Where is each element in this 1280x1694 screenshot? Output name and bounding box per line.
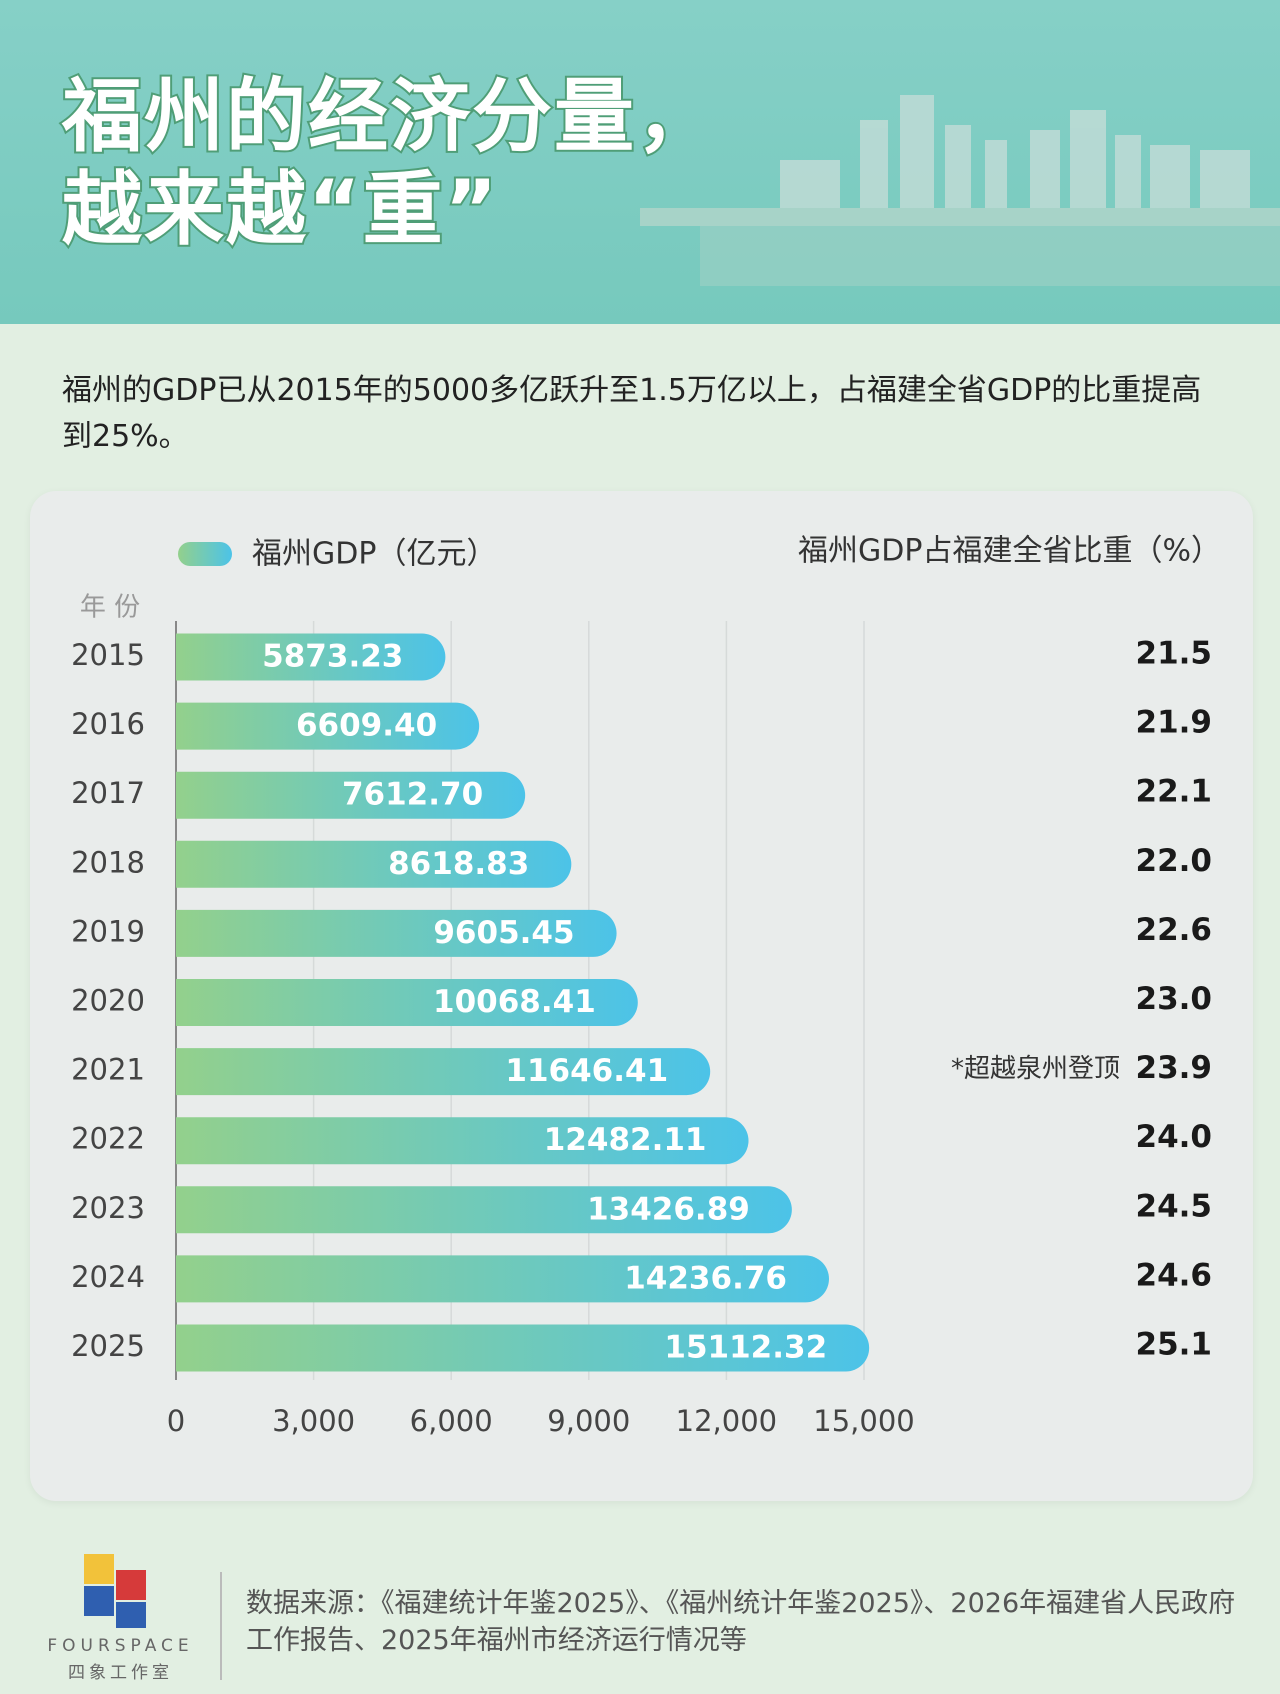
legend-label: 福州GDP占福建全省比重（%） xyxy=(798,534,1221,569)
value-label: 13426.89 xyxy=(587,1191,750,1227)
y-tick-label: 2016 xyxy=(71,707,145,741)
bar xyxy=(176,1048,711,1096)
subtitle: 福州的GDP已从2015年的5000多亿跃升至1.5万亿以上，占福建全省GDP的… xyxy=(62,373,1202,454)
bar xyxy=(176,1117,749,1165)
share-label: 24.5 xyxy=(1136,1188,1213,1224)
x-tick-label: 9,000 xyxy=(547,1404,630,1438)
divider xyxy=(220,1572,222,1680)
y-tick-label: 2015 xyxy=(71,638,145,672)
annotation: *超越泉州登顶 xyxy=(951,1054,1120,1084)
y-axis-title: 年 份 xyxy=(80,593,140,623)
x-tick-label: 12,000 xyxy=(676,1404,777,1438)
title-line: 越来越“重” xyxy=(60,161,500,258)
share-label: 25.1 xyxy=(1136,1327,1213,1363)
share-label: 21.5 xyxy=(1136,636,1213,672)
value-label: 9605.45 xyxy=(433,915,574,951)
value-label: 8618.83 xyxy=(388,846,529,882)
x-tick-label: 0 xyxy=(167,1404,185,1438)
value-label: 10068.41 xyxy=(433,984,596,1020)
bar xyxy=(176,702,480,750)
bar xyxy=(176,840,572,888)
logo xyxy=(84,1554,146,1628)
y-tick-label: 2020 xyxy=(71,984,145,1018)
legend-label: 福州GDP（亿元） xyxy=(252,537,496,572)
value-label: 15112.32 xyxy=(664,1330,827,1366)
bar xyxy=(176,771,526,819)
bar xyxy=(176,1186,792,1234)
header: 福州的经济分量， 越来越“重” xyxy=(0,0,1280,324)
y-tick-label: 2018 xyxy=(71,845,145,879)
share-label: 24.0 xyxy=(1136,1119,1213,1155)
share-label: 23.9 xyxy=(1136,1050,1213,1086)
bar xyxy=(176,979,638,1026)
logo-text: FOURSPACE xyxy=(47,1636,194,1656)
share-label: 22.1 xyxy=(1136,774,1213,810)
value-label: 5873.23 xyxy=(262,639,403,675)
bar xyxy=(175,909,617,957)
share-label: 23.0 xyxy=(1136,981,1213,1017)
y-tick-label: 2022 xyxy=(71,1122,145,1156)
share-label: 21.9 xyxy=(1136,705,1213,741)
title-line: 福州的经济分量， xyxy=(60,68,718,165)
x-tick-label: 15,000 xyxy=(813,1404,914,1438)
y-tick-label: 2017 xyxy=(71,776,145,810)
value-label: 7612.70 xyxy=(342,777,483,813)
value-label: 6609.40 xyxy=(296,708,437,744)
value-label: 12482.11 xyxy=(544,1122,707,1158)
x-tick-label: 6,000 xyxy=(410,1404,493,1438)
source: 数据来源：《福建统计年鉴2025》、《福州统计年鉴2025》、2026年福建省人… xyxy=(246,1588,1236,1656)
cityscape xyxy=(640,95,1280,286)
bar xyxy=(176,1255,829,1303)
y-tick-label: 2021 xyxy=(71,1053,145,1087)
y-tick-label: 2023 xyxy=(71,1191,145,1225)
logo-subtext: 四象工作室 xyxy=(68,1663,173,1683)
bar xyxy=(176,1324,870,1372)
bar xyxy=(176,633,446,681)
y-tick-label: 2024 xyxy=(71,1260,145,1294)
y-tick-label: 2019 xyxy=(71,914,145,948)
x-tick-label: 3,000 xyxy=(272,1404,355,1438)
share-label: 24.6 xyxy=(1136,1257,1213,1293)
share-label: 22.6 xyxy=(1136,912,1213,948)
value-label: 11646.41 xyxy=(505,1053,668,1089)
share-label: 22.0 xyxy=(1136,843,1213,879)
legend-swatch xyxy=(178,542,232,566)
y-tick-label: 2025 xyxy=(71,1329,145,1363)
value-label: 14236.76 xyxy=(624,1260,787,1296)
